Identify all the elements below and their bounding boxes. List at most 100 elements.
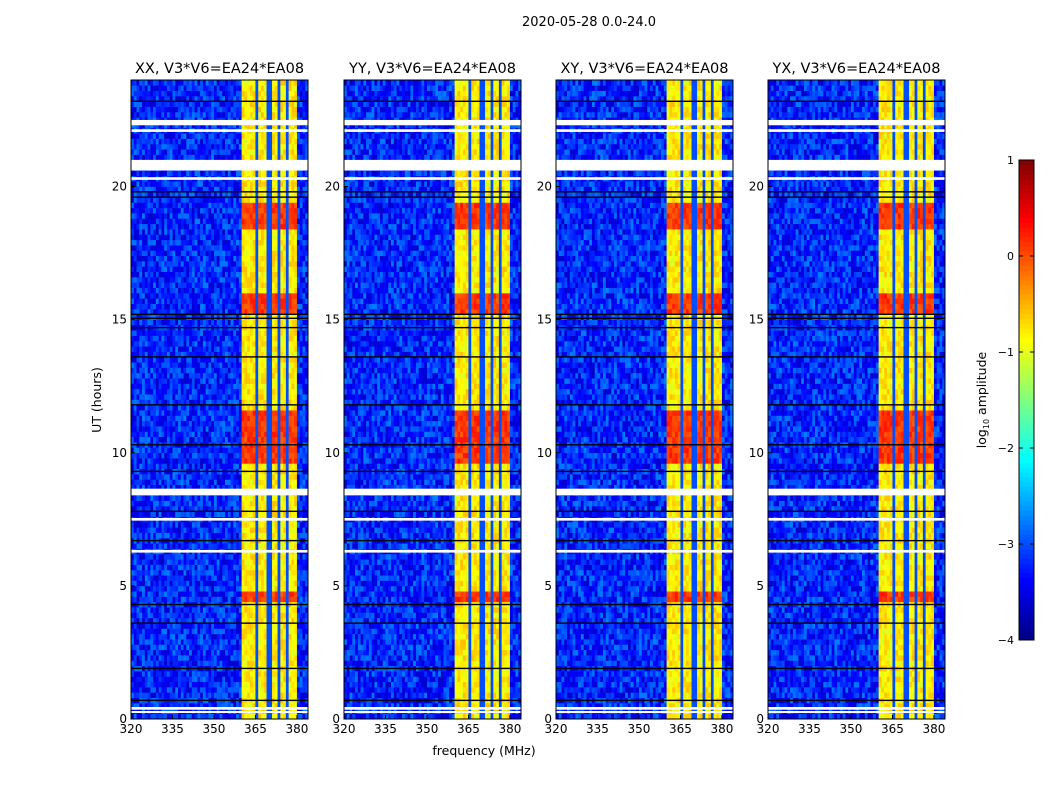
heatmap-cell	[272, 553, 276, 560]
heatmap-cell	[133, 569, 137, 576]
heatmap-cell	[200, 612, 204, 619]
heatmap-cell	[269, 431, 273, 438]
heatmap-cell	[272, 500, 276, 507]
heatmap-cell	[205, 575, 209, 581]
heatmap-cell	[230, 671, 234, 677]
heatmap-cell	[280, 372, 284, 379]
heatmap-cell	[291, 474, 295, 480]
heatmap-cell	[280, 314, 284, 320]
heatmap-cell	[186, 356, 190, 363]
heatmap-cell	[147, 383, 151, 390]
heatmap-cell	[258, 319, 262, 326]
heatmap-cell	[172, 564, 176, 571]
heatmap-cell	[169, 681, 173, 688]
heatmap-cell	[305, 463, 309, 470]
heatmap-cell	[158, 521, 162, 528]
heatmap-cell	[241, 335, 245, 342]
heatmap-cell	[200, 644, 204, 651]
heatmap-cell	[244, 495, 248, 501]
heatmap-cell	[260, 356, 265, 363]
heatmap-cell	[155, 436, 159, 443]
heatmap-cell	[277, 447, 281, 454]
heatmap-cell	[291, 458, 295, 464]
heatmap-cell	[296, 335, 301, 342]
heatmap-cell	[158, 372, 162, 379]
heatmap-cell	[249, 335, 253, 342]
heatmap-cell	[222, 484, 226, 491]
heatmap-cell	[283, 569, 287, 576]
heatmap-cell	[272, 335, 276, 342]
heatmap-cell	[247, 559, 251, 565]
heatmap-cell	[263, 644, 267, 651]
heatmap-cell	[305, 585, 309, 592]
heatmap-cell	[269, 378, 273, 384]
heatmap-cell	[133, 463, 137, 470]
heatmap-cell	[252, 687, 256, 693]
heatmap-cell	[296, 330, 301, 336]
heatmap-cell	[258, 649, 262, 656]
heatmap-cell	[252, 383, 256, 390]
heatmap-cell	[255, 426, 259, 432]
heatmap-cell	[249, 452, 253, 459]
heatmap-cell	[200, 356, 204, 363]
heatmap-cell	[296, 314, 301, 320]
heatmap-cell	[272, 692, 276, 699]
heatmap-cell	[164, 553, 168, 560]
heatmap-cell	[258, 633, 262, 640]
heatmap-cell	[161, 303, 165, 310]
heatmap-cell	[244, 644, 248, 651]
heatmap-cell	[144, 463, 148, 470]
heatmap-cell	[302, 553, 306, 560]
heatmap-cell	[131, 617, 135, 624]
heatmap-cell	[161, 687, 165, 693]
heatmap-cell	[247, 617, 251, 624]
heatmap-cell	[244, 340, 248, 347]
heatmap-cell	[244, 591, 248, 597]
heatmap-cell	[233, 335, 237, 342]
heatmap-cell	[302, 367, 306, 374]
heatmap-cell	[169, 607, 173, 613]
heatmap-cell	[136, 362, 140, 368]
heatmap-cell	[211, 303, 215, 310]
heatmap-cell	[194, 362, 198, 368]
heatmap-cell	[272, 410, 276, 416]
heatmap-cell	[285, 559, 289, 565]
heatmap-cell	[238, 687, 242, 693]
heatmap-cell	[189, 484, 193, 491]
heatmap-cell	[249, 484, 253, 491]
heatmap-cell	[266, 559, 270, 565]
heatmap-cell	[305, 362, 309, 368]
heatmap-cell	[238, 410, 242, 416]
heatmap-cell	[260, 591, 265, 597]
heatmap-cell	[158, 415, 162, 422]
heatmap-cell	[136, 495, 140, 501]
heatmap-cell	[258, 484, 262, 491]
heatmap-cell	[288, 521, 292, 528]
heatmap-cell	[205, 452, 209, 459]
heatmap-cell	[155, 564, 159, 571]
heatmap-cell	[158, 426, 162, 432]
heatmap-cell	[194, 335, 198, 342]
heatmap-cell	[180, 644, 184, 651]
heatmap-cell	[252, 596, 256, 603]
heatmap-cell	[222, 436, 226, 443]
heatmap-cell	[202, 569, 206, 576]
heatmap-cell	[258, 564, 262, 571]
heatmap-cell	[241, 671, 245, 677]
heatmap-cell	[153, 607, 157, 613]
heatmap-cell	[186, 649, 190, 656]
heatmap-cell	[144, 420, 148, 427]
heatmap-cell	[139, 474, 143, 480]
heatmap-cell	[172, 447, 176, 454]
heatmap-cell	[258, 474, 262, 480]
heatmap-cell	[274, 479, 278, 486]
heatmap-cell	[269, 340, 273, 347]
heatmap-cell	[213, 367, 218, 374]
heatmap-cell	[166, 474, 171, 480]
heatmap-cell	[191, 340, 195, 347]
heatmap-cell	[178, 671, 182, 677]
heatmap-cell	[186, 591, 190, 597]
heatmap-cell	[291, 607, 295, 613]
heatmap-cell	[252, 543, 256, 549]
heatmap-cell	[142, 356, 146, 363]
